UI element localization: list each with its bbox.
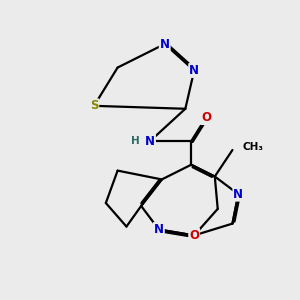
Text: N: N bbox=[189, 64, 199, 77]
Text: H: H bbox=[131, 136, 140, 146]
Text: N: N bbox=[160, 38, 170, 50]
Text: O: O bbox=[189, 229, 199, 242]
Text: N: N bbox=[145, 135, 155, 148]
Text: N: N bbox=[233, 188, 243, 201]
Text: N: N bbox=[154, 223, 164, 236]
Text: S: S bbox=[90, 99, 98, 112]
Text: CH₃: CH₃ bbox=[243, 142, 264, 152]
Text: O: O bbox=[201, 111, 211, 124]
